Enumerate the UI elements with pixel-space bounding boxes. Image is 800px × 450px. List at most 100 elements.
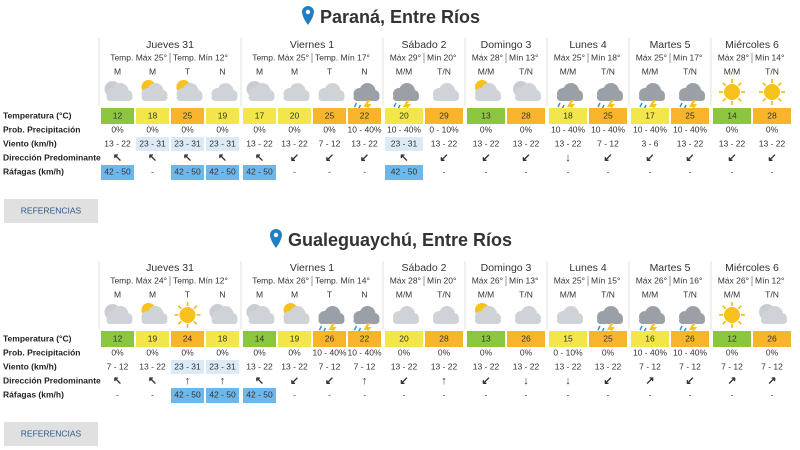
wind-direction: ↖ <box>255 152 264 164</box>
temp-cell <box>101 331 134 347</box>
weather-icon <box>246 304 275 324</box>
references-button[interactable] <box>4 422 98 446</box>
gust-value: - <box>363 389 366 399</box>
gust-value: - <box>293 166 296 176</box>
cloud-part <box>679 94 705 101</box>
gust-value: - <box>403 389 406 399</box>
lightning <box>403 100 411 113</box>
temp-value: 17 <box>645 110 655 120</box>
sun-ray <box>737 82 742 87</box>
precip-value: 0% <box>726 124 739 134</box>
period-label: M/M <box>396 66 413 76</box>
weather-icon <box>759 79 785 105</box>
temp-value: 26 <box>767 333 777 343</box>
precip-value: 0% <box>480 124 493 134</box>
day-min: Mín 15° <box>591 275 620 285</box>
lightning <box>607 323 615 336</box>
references-button[interactable] <box>4 199 98 223</box>
cloud-part <box>106 94 133 101</box>
day-min: Mín 14° <box>755 52 784 62</box>
weather-icon <box>596 83 623 113</box>
temp-value: 26 <box>325 333 335 343</box>
day-name: Jueves 31 <box>146 39 194 51</box>
precip-value: 0 - 10% <box>429 124 459 134</box>
wind-value: 7 - 12 <box>107 361 129 371</box>
precip-value: 0% <box>253 124 266 134</box>
row-label: Viento (km/h) <box>3 361 57 371</box>
temp-cell <box>631 108 669 124</box>
wind-value: 13 - 22 <box>473 138 500 148</box>
day-name: Domingo 3 <box>481 262 532 274</box>
temp-value: 20 <box>399 333 409 343</box>
precip-value: 0% <box>288 347 301 357</box>
period-label: M/M <box>560 66 577 76</box>
lightning <box>649 100 657 113</box>
temp-cell <box>753 331 791 347</box>
wind-value: 7 - 12 <box>354 361 376 371</box>
temp-value: 15 <box>563 333 573 343</box>
gust-value: - <box>731 166 734 176</box>
temp-cell <box>101 108 134 124</box>
period-label: T/N <box>519 289 533 299</box>
wind-value: 13 - 22 <box>677 138 704 148</box>
gust-value: - <box>328 389 331 399</box>
wind-cell-high <box>136 137 169 151</box>
wind-value: 13 - 22 <box>513 138 540 148</box>
wind-value: 13 - 22 <box>246 361 273 371</box>
wind-cell-high <box>171 137 204 151</box>
period-label: T/N <box>683 289 697 299</box>
day-min: Mín 18° <box>591 52 620 62</box>
gust-value: - <box>689 389 692 399</box>
precip-value: 10 - 40% <box>387 124 421 134</box>
weather-icon <box>352 306 380 336</box>
weather-icon <box>246 81 275 101</box>
temp-value: 24 <box>183 333 193 343</box>
temp-cell <box>713 331 751 347</box>
temp-value: 13 <box>481 333 491 343</box>
temp-cell <box>713 108 751 124</box>
temp-value: 14 <box>727 110 737 120</box>
wind-value: 13 - 22 <box>473 361 500 371</box>
sun-ray <box>177 320 182 325</box>
day-min: Temp. Mín 17° <box>315 52 370 62</box>
gust-value: - <box>649 389 652 399</box>
wind-direction: ↙ <box>727 152 736 164</box>
location-pin-dot <box>305 9 311 15</box>
rain <box>597 325 601 331</box>
cloud-part <box>176 94 203 101</box>
temp-value: 22 <box>360 333 370 343</box>
period-label: M <box>149 66 156 76</box>
period-label: N <box>219 289 225 299</box>
day-min: Mín 16° <box>673 275 702 285</box>
temp-cell <box>206 331 239 347</box>
lightning <box>649 323 657 336</box>
temp-value: 14 <box>255 333 265 343</box>
temp-cell <box>206 108 239 124</box>
precip-value: 10 - 40% <box>633 124 667 134</box>
cloud-part <box>597 94 623 101</box>
day-name: Sábado 2 <box>402 262 447 274</box>
period-label: T/N <box>437 289 451 299</box>
temp-cell <box>631 331 669 347</box>
row-label: Prob. Precipitación <box>3 347 80 357</box>
sun-ray <box>777 82 782 87</box>
precip-value: 0% <box>181 124 194 134</box>
temp-cell <box>467 108 505 124</box>
gust-value: - <box>525 389 528 399</box>
precip-value: 0% <box>480 347 493 357</box>
gust-value: - <box>771 389 774 399</box>
lightning <box>607 100 615 113</box>
cloud-part <box>639 94 665 101</box>
precip-value: 0% <box>398 347 411 357</box>
gust-value: - <box>151 389 154 399</box>
wind-direction: ↖ <box>183 152 192 164</box>
temp-cell <box>348 331 381 347</box>
wind-cell-high <box>206 360 239 374</box>
temp-value: 19 <box>148 333 158 343</box>
lightning <box>689 323 697 336</box>
period-label: M/M <box>642 66 659 76</box>
period-label: M/M <box>560 289 577 299</box>
rain <box>679 325 683 331</box>
cloud-part <box>106 317 133 324</box>
sun-ray <box>762 82 767 87</box>
